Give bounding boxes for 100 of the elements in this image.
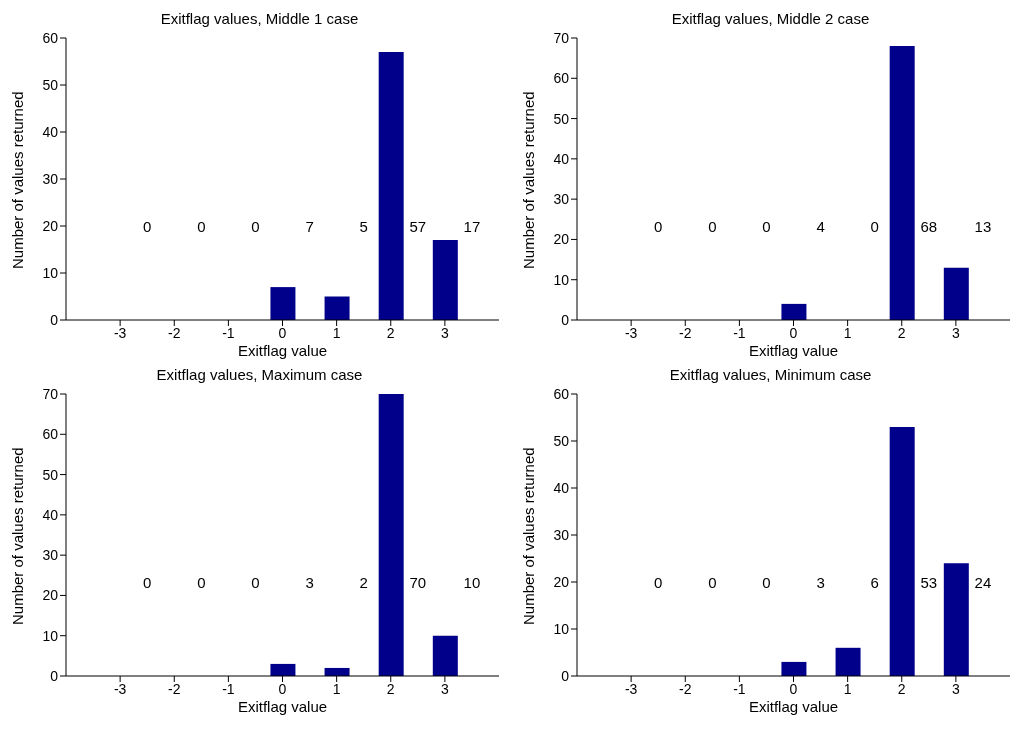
x-axis-title: Exitflag value <box>237 342 328 359</box>
bar <box>781 303 807 320</box>
x-tick-label: 0 <box>789 324 798 341</box>
bar <box>943 267 969 320</box>
annotation: 0 <box>870 217 879 235</box>
annotation: 13 <box>974 217 992 235</box>
bar <box>270 287 296 320</box>
x-tick-label: -2 <box>168 324 181 341</box>
y-tick-label: 50 <box>42 76 59 93</box>
x-tick-label: 3 <box>440 324 449 341</box>
y-tick-label: 0 <box>50 667 59 684</box>
annotation: 0 <box>143 217 152 235</box>
x-tick-label: -2 <box>679 324 692 341</box>
annotation: 0 <box>143 573 152 591</box>
annotation: 5 <box>359 217 368 235</box>
y-tick-label: 40 <box>42 123 59 140</box>
x-tick-label: 3 <box>951 324 960 341</box>
chart-title: Exitflag values, Maximum case <box>155 365 364 385</box>
x-tick-label: -3 <box>624 324 638 341</box>
annotation: 0 <box>197 573 206 591</box>
annotation: 7 <box>305 217 314 235</box>
y-tick-label: 30 <box>553 191 570 208</box>
annotation: 3 <box>305 573 314 591</box>
bar <box>378 52 404 320</box>
y-tick-label: 0 <box>561 311 570 328</box>
y-tick-label: 70 <box>553 29 570 46</box>
x-tick-label: -3 <box>624 680 638 697</box>
y-axis-title: Number of values returned <box>520 447 538 625</box>
annotation: 2 <box>359 573 368 591</box>
annotation: 53 <box>920 573 938 591</box>
y-tick-label: 50 <box>553 432 570 449</box>
y-tick-label: 40 <box>42 506 59 523</box>
bar <box>432 240 458 320</box>
annotation: 70 <box>409 573 427 591</box>
bar <box>781 661 807 676</box>
y-tick-label: 30 <box>42 547 59 564</box>
y-tick-label: 60 <box>553 385 570 402</box>
bar <box>324 296 350 320</box>
annotation: 6 <box>870 573 879 591</box>
y-tick-label: 10 <box>42 627 59 644</box>
annotation: 57 <box>409 217 427 235</box>
chart-title: Exitflag values, Minimum case <box>668 365 873 385</box>
annotation: 0 <box>762 217 771 235</box>
y-axis-title: Number of values returned <box>520 91 538 269</box>
y-tick-label: 10 <box>553 620 570 637</box>
annotation: 0 <box>197 217 206 235</box>
annotation: 0 <box>251 217 260 235</box>
x-tick-label: 3 <box>440 680 449 697</box>
y-tick-label: 70 <box>42 385 59 402</box>
y-tick-label: 60 <box>42 426 59 443</box>
x-tick-label: -1 <box>222 680 235 697</box>
annotation: 68 <box>920 217 938 235</box>
x-tick-label: 2 <box>897 324 906 341</box>
annotation: 24 <box>974 573 992 591</box>
y-tick-label: 20 <box>42 587 59 604</box>
annotation: 0 <box>708 217 717 235</box>
y-tick-label: 60 <box>42 29 59 46</box>
bar <box>889 426 915 676</box>
y-tick-label: 20 <box>553 231 570 248</box>
y-tick-label: 50 <box>553 110 570 127</box>
bar <box>432 635 458 676</box>
x-tick-label: -2 <box>168 680 181 697</box>
chart-title: Exitflag values, Middle 1 case <box>159 9 360 29</box>
x-axis-title: Exitflag value <box>748 698 839 715</box>
y-tick-label: 30 <box>42 170 59 187</box>
y-tick-label: 40 <box>553 479 570 496</box>
x-tick-label: -1 <box>733 680 746 697</box>
annotation: 0 <box>654 217 663 235</box>
y-tick-label: 50 <box>42 466 59 483</box>
x-tick-label: 0 <box>278 680 287 697</box>
annotation: 0 <box>762 573 771 591</box>
bar <box>270 663 296 676</box>
y-tick-label: 0 <box>561 667 570 684</box>
x-tick-label: 0 <box>278 324 287 341</box>
x-tick-label: -1 <box>222 324 235 341</box>
y-tick-label: 20 <box>42 217 59 234</box>
bar <box>378 394 404 676</box>
y-tick-label: 40 <box>553 150 570 167</box>
bar <box>835 647 861 676</box>
annotation: 0 <box>654 573 663 591</box>
x-tick-label: -3 <box>113 680 127 697</box>
y-tick-label: 0 <box>50 311 59 328</box>
annotation: 17 <box>463 217 481 235</box>
x-axis-title: Exitflag value <box>237 698 328 715</box>
x-tick-label: 2 <box>386 680 395 697</box>
annotation: 10 <box>463 573 481 591</box>
x-tick-label: 1 <box>332 324 341 341</box>
bar <box>943 563 969 676</box>
y-tick-label: 60 <box>553 70 570 87</box>
x-tick-label: 2 <box>386 324 395 341</box>
y-axis-title: Number of values returned <box>9 91 27 269</box>
annotation: 0 <box>708 573 717 591</box>
y-axis-title: Number of values returned <box>9 447 27 625</box>
chart-title: Exitflag values, Middle 2 case <box>670 9 871 29</box>
annotation: 4 <box>816 217 825 235</box>
x-tick-label: 1 <box>332 680 341 697</box>
y-tick-label: 30 <box>553 526 570 543</box>
annotation: 3 <box>816 573 825 591</box>
x-tick-label: 1 <box>843 324 852 341</box>
y-tick-label: 20 <box>553 573 570 590</box>
